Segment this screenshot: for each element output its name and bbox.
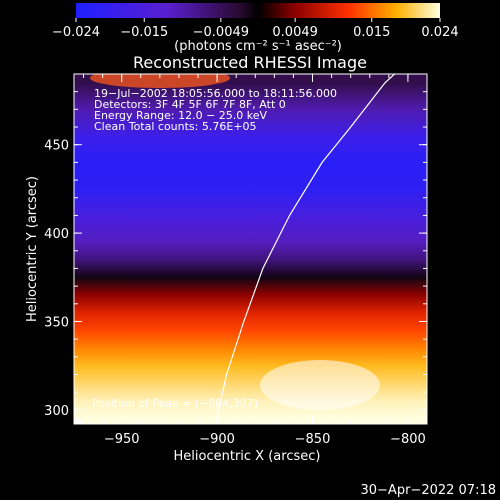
y-tick-label: 400 [44,227,69,242]
peak-position-label: Position of Peak = (−884,307) [92,397,258,410]
corner-marker [75,419,81,424]
observation-info: 19−Jul−2002 18:05:56.000 to 18:11:56.000… [94,87,337,133]
chart-title: Reconstructed RHESSI Image [133,53,367,72]
heatmap-image [74,74,427,424]
y-tick-label: 350 [44,315,69,330]
x-tick-label: −800 [390,432,426,447]
y-tick-label: 450 [44,139,69,154]
colorbar-tick-label: −0.015 [120,25,168,40]
render-timestamp: 30−Apr−2022 07:18 [361,483,497,498]
info-line: Clean Total counts: 5.76E+05 [94,120,257,133]
colorbar-unit-label: (photons cm⁻² s⁻¹ asec⁻²) [174,39,342,54]
x-axis-title: Heliocentric X (arcsec) [174,449,321,464]
x-tick-label: −950 [104,432,140,447]
y-tick-label: 300 [44,404,69,419]
colorbar-tick-label: −0.0049 [193,25,249,40]
x-axis-ticks: −950 −900 −850 −800 [83,74,428,447]
top-hot-region [90,74,230,88]
peak-bright-region [260,360,380,410]
solar-limb-curve [214,74,396,424]
info-line: Energy Range: 12.0 − 25.0 keV [94,109,268,122]
info-line: Detectors: 3F 4F 5F 6F 7F 8F, Att 0 [94,98,286,111]
colorbar-ticks: −0.024 −0.015 −0.0049 0.0049 0.015 0.024 [52,18,459,40]
plot-frame [73,73,428,425]
colorbar-tick-label: 0.0049 [272,25,318,40]
colorbar-tick-label: 0.024 [421,25,458,40]
x-tick-label: −900 [199,432,235,447]
y-axis-ticks: 300 350 400 450 [44,73,427,419]
colorbar-tick-label: 0.015 [353,25,390,40]
info-line: 19−Jul−2002 18:05:56.000 to 18:11:56.000 [94,87,337,100]
colorbar-tick-label: −0.024 [52,25,100,40]
colorbar [76,3,440,18]
y-axis-title: Heliocentric Y (arcsec) [25,176,40,322]
x-tick-label: −850 [295,432,331,447]
